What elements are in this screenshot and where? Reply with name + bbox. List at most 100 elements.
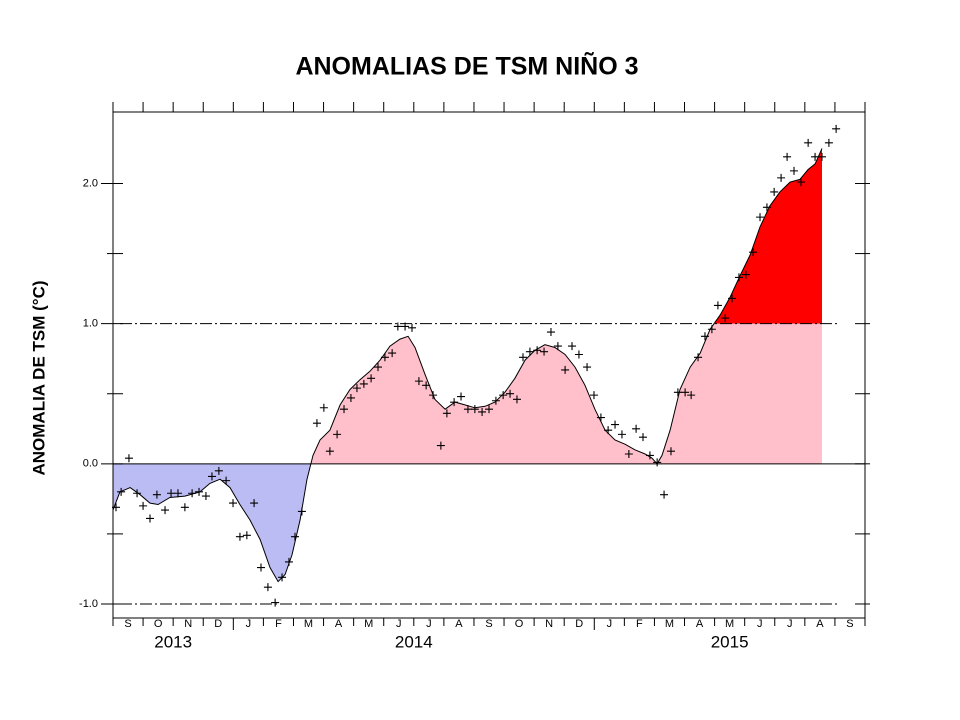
data-point xyxy=(161,506,170,515)
data-point xyxy=(346,393,355,402)
data-point xyxy=(561,365,570,374)
x-tick-label: A xyxy=(455,618,463,630)
data-point xyxy=(222,476,231,485)
area-above xyxy=(714,148,822,324)
data-point xyxy=(235,532,244,541)
data-point xyxy=(201,492,210,501)
data-point xyxy=(429,391,438,400)
data-point xyxy=(568,342,577,351)
data-point xyxy=(762,203,771,212)
data-point xyxy=(188,489,197,498)
data-point xyxy=(207,472,216,481)
data-point xyxy=(256,563,265,572)
data-point xyxy=(770,187,779,196)
data-point xyxy=(117,487,126,496)
data-point xyxy=(589,391,598,400)
data-point xyxy=(639,433,648,442)
plot-frame xyxy=(112,111,866,619)
data-point xyxy=(250,499,259,508)
data-point xyxy=(145,514,154,523)
data-point xyxy=(804,138,813,147)
data-point xyxy=(811,152,820,161)
data-point xyxy=(728,294,737,303)
data-point xyxy=(506,389,515,398)
data-point xyxy=(617,430,626,439)
data-point xyxy=(374,363,383,372)
x-tick-label: S xyxy=(124,618,131,630)
x-tick-label: J xyxy=(396,618,402,630)
x-tick-label: A xyxy=(816,618,824,630)
data-point xyxy=(632,424,641,433)
x-tick-label: M xyxy=(304,618,313,630)
x-tick-label: A xyxy=(696,618,704,630)
data-point xyxy=(124,454,133,463)
data-point xyxy=(167,489,176,498)
x-tick-label: O xyxy=(515,618,524,630)
data-point xyxy=(367,374,376,383)
x-tick-label: A xyxy=(335,618,343,630)
data-point xyxy=(297,507,306,516)
x-tick-label: M xyxy=(665,618,674,630)
data-point xyxy=(407,323,416,332)
data-point xyxy=(271,598,280,607)
data-point xyxy=(533,346,542,355)
data-point xyxy=(611,420,620,429)
area-negative xyxy=(113,463,311,582)
data-point xyxy=(817,152,826,161)
data-point xyxy=(512,395,521,404)
data-point xyxy=(152,490,161,499)
data-point xyxy=(263,583,272,592)
data-point xyxy=(359,379,368,388)
x-tick-label: M xyxy=(364,618,373,630)
data-point xyxy=(485,405,493,414)
year-label: 2014 xyxy=(395,632,433,651)
data-point xyxy=(645,451,654,460)
data-point xyxy=(741,270,750,279)
data-point xyxy=(596,413,605,422)
data-point xyxy=(388,349,397,358)
data-point xyxy=(777,173,786,182)
data-point xyxy=(660,490,669,499)
data-point xyxy=(574,350,583,359)
data-point xyxy=(393,322,402,331)
data-point xyxy=(352,384,361,393)
year-label: 2013 xyxy=(154,632,192,651)
data-point xyxy=(824,138,833,147)
x-tick-label: F xyxy=(636,618,643,630)
data-point xyxy=(325,447,334,456)
data-point xyxy=(312,419,321,428)
data-point xyxy=(380,353,389,362)
x-tick-label: J xyxy=(787,618,793,630)
data-point xyxy=(583,363,592,372)
x-tick-label: N xyxy=(545,618,553,630)
x-tick-label: S xyxy=(485,618,492,630)
data-point xyxy=(734,273,743,282)
x-tick-label: M xyxy=(725,618,734,630)
data-point xyxy=(195,487,204,496)
data-point xyxy=(553,342,562,351)
data-point xyxy=(214,466,223,475)
x-tick-label: F xyxy=(275,618,282,630)
data-point xyxy=(832,124,841,133)
data-point xyxy=(721,314,730,323)
data-point xyxy=(783,152,792,161)
data-point xyxy=(673,388,682,397)
area-positive xyxy=(113,323,822,464)
x-tick-label: J xyxy=(757,618,763,630)
x-tick-label: D xyxy=(214,618,222,630)
x-tick-label: J xyxy=(607,618,613,630)
data-point xyxy=(749,248,758,257)
y-axis-label: ANOMALIA DE TSM (°C) xyxy=(29,280,48,475)
year-label: 2015 xyxy=(711,632,749,651)
data-point xyxy=(457,392,466,401)
x-tick-label: N xyxy=(184,618,192,630)
data-point xyxy=(687,391,696,400)
data-point xyxy=(518,353,527,362)
data-point xyxy=(546,328,555,337)
data-point xyxy=(333,430,342,439)
data-point xyxy=(340,405,349,414)
data-point xyxy=(707,325,716,334)
y-tick-label: 1.0 xyxy=(83,318,98,330)
data-point xyxy=(540,347,549,356)
data-point xyxy=(242,531,251,540)
